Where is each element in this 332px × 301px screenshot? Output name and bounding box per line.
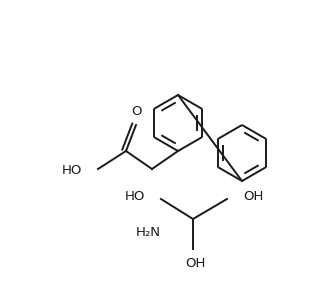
Text: OH: OH (185, 257, 205, 270)
Text: HO: HO (124, 191, 145, 203)
Text: O: O (132, 105, 142, 118)
Text: H₂N: H₂N (136, 226, 161, 240)
Text: OH: OH (243, 191, 263, 203)
Text: HO: HO (62, 165, 82, 178)
